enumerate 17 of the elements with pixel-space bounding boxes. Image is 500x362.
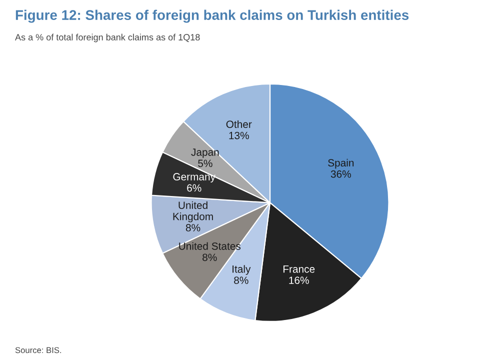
- source-note: Source: BIS.: [15, 347, 62, 354]
- slice-label: Spain: [328, 158, 354, 169]
- data-label: 8%: [202, 254, 217, 262]
- slice-label: Other: [226, 120, 252, 128]
- chart-title: Figure 12: Shares of foreign bank claims on Turkish entities: [16, 10, 409, 23]
- data-label: 13%: [229, 132, 249, 140]
- chart-subtitle: As a % of total foreign bank claims as of 1Q18: [15, 34, 200, 42]
- data-label: 8%: [186, 224, 200, 232]
- data-label: 36%: [330, 170, 351, 178]
- data-label: 6%: [187, 184, 202, 192]
- data-label: 16%: [289, 276, 309, 284]
- data-label: 5%: [198, 160, 212, 168]
- data-label: 8%: [234, 276, 248, 284]
- slice-label: France: [283, 266, 315, 273]
- slice-label: Germany: [173, 173, 216, 182]
- slice-label: Italy: [232, 265, 251, 275]
- slice-label: United Kingdom: [173, 201, 213, 222]
